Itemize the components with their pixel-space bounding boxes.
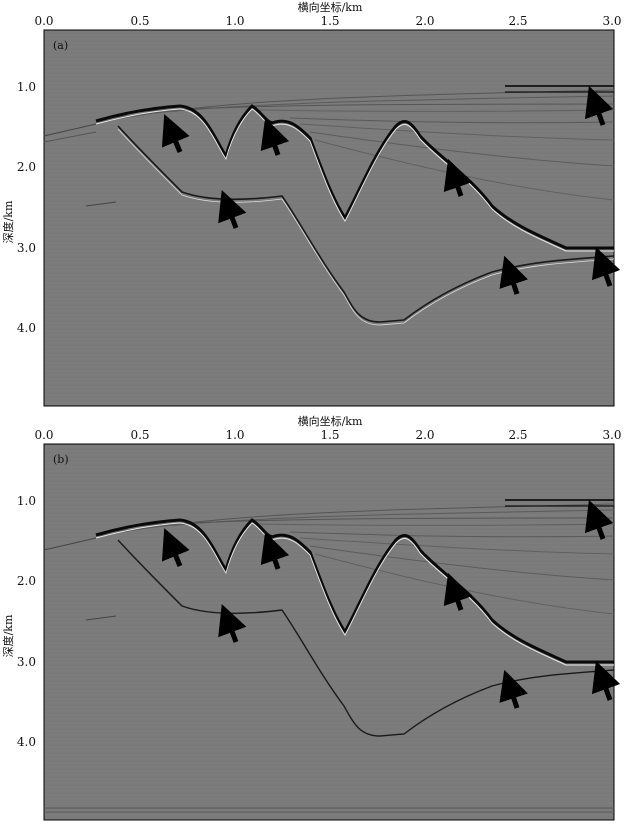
arrow-marker: [591, 246, 621, 287]
arrow-marker: [584, 85, 614, 126]
arrow-marker: [443, 572, 473, 611]
x-tick-label: 0.5: [130, 14, 149, 28]
y-tick-label: 4.0: [17, 321, 36, 335]
y-tick-labels-b: 1.0 2.0 3.0 4.0: [17, 494, 36, 749]
y-axis-title-b: 深度/km: [1, 614, 15, 657]
x-tick-labels-a: 0.0 0.5 1.0 1.5 2.0 2.5 3.0: [34, 14, 621, 28]
y-tick-label: 1.0: [17, 80, 36, 94]
x-tick-label: 2.0: [415, 14, 434, 28]
y-tick-label: 4.0: [17, 735, 36, 749]
arrow-marker: [218, 189, 247, 229]
y-tick-label: 1.0: [17, 494, 36, 508]
y-tick-label: 3.0: [17, 655, 36, 669]
arrow-marker: [584, 499, 614, 540]
panel-label-b: (b): [53, 453, 69, 466]
reflectors-b: [43, 499, 615, 813]
arrow-marker: [161, 114, 190, 153]
arrow-markers-a: [161, 85, 621, 295]
x-tick-label: 1.5: [320, 428, 339, 442]
x-tick-label: 3.0: [602, 14, 621, 28]
x-tick-label: 2.5: [508, 428, 527, 442]
x-tick-label: 2.0: [415, 428, 434, 442]
arrow-marker: [499, 255, 528, 295]
x-axis-title-a: 横向坐标/km: [298, 0, 363, 14]
arrow-marker: [591, 660, 621, 701]
panel-a: 横向坐标/km 0.0 0.5 1.0 1.5 2.0 2.5 3.0 深度/k…: [1, 0, 622, 407]
y-tick-label: 2.0: [17, 160, 36, 174]
x-tick-label: 0.0: [34, 428, 53, 442]
y-axis-title-a: 深度/km: [1, 200, 15, 243]
arrow-marker: [218, 603, 247, 643]
arrow-marker: [161, 528, 190, 567]
x-tick-label: 2.5: [508, 14, 527, 28]
x-axis-title-b: 横向坐标/km: [298, 414, 363, 428]
y-tick-label: 3.0: [17, 241, 36, 255]
y-tick-labels-a: 1.0 2.0 3.0 4.0: [17, 80, 36, 335]
arrow-marker: [443, 158, 473, 197]
panel-b: 横向坐标/km 0.0 0.5 1.0 1.5 2.0 2.5 3.0 深度/k…: [1, 414, 622, 821]
reflectors-a: [43, 85, 615, 326]
x-tick-label: 1.5: [320, 14, 339, 28]
arrow-marker: [499, 669, 528, 709]
x-tick-label: 0.5: [130, 428, 149, 442]
x-tick-label: 1.0: [225, 14, 244, 28]
arrow-marker: [260, 531, 290, 570]
panel-label-a: (a): [53, 39, 68, 52]
arrow-marker: [260, 117, 290, 156]
arrow-markers-b: [161, 499, 621, 709]
x-tick-labels-b: 0.0 0.5 1.0 1.5 2.0 2.5 3.0: [34, 428, 621, 442]
x-tick-label: 0.0: [34, 14, 53, 28]
x-tick-label: 3.0: [602, 428, 621, 442]
x-tick-label: 1.0: [225, 428, 244, 442]
y-tick-label: 2.0: [17, 574, 36, 588]
